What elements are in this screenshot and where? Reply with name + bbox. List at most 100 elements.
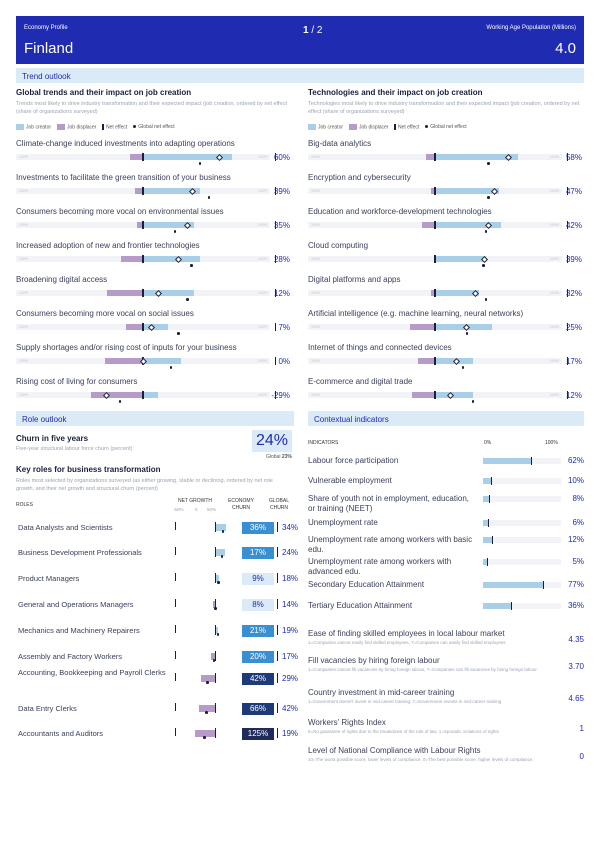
trend-track: 100% 100% — [308, 289, 562, 301]
scored-indicator-value: 3.70 — [568, 662, 584, 671]
net-effect-value: 0% — [278, 357, 290, 366]
pager-current: 1 — [303, 25, 309, 36]
key-roles-title: Key roles for business transformation — [16, 465, 161, 474]
zero-tick — [142, 153, 144, 161]
axis-right-label: 100% — [550, 256, 559, 261]
indicator-row: Share of youth not in employment, educat… — [308, 494, 584, 514]
creator-bar — [435, 290, 480, 296]
country-name: Finland — [24, 40, 74, 57]
global-churn-separator — [277, 703, 278, 713]
global-churn-value: 24% — [282, 548, 299, 557]
net-effect-value: 17% — [565, 357, 582, 366]
axis-right-label: 100% — [258, 392, 267, 397]
scored-indicator-scale: 10=The worst possible score, lower level… — [308, 757, 534, 762]
axis-right-label: 100% — [550, 392, 559, 397]
global-net-dot — [487, 196, 490, 199]
trend-row: Rising cost of living for consumers 100% 1… — [16, 377, 290, 409]
economy-churn-value: 125% — [242, 728, 274, 740]
indicator-value: 62% — [567, 456, 584, 465]
trend-label: Investments to facilitate the green tran… — [16, 173, 231, 182]
net-growth-zero — [215, 547, 216, 557]
value-separator — [567, 187, 568, 195]
global-net-dot — [118, 400, 122, 403]
net-effect-value: 12% — [565, 391, 582, 400]
displacer-bar — [107, 290, 143, 296]
displacer-bar — [426, 154, 435, 160]
economy-churn-value: 66% — [242, 703, 274, 715]
global-churn-value: 14% — [282, 600, 299, 609]
technologies-legend: Job creator Job displacer Net effect Glo… — [308, 124, 467, 130]
indicator-value: 5% — [572, 557, 584, 566]
trend-track: 100% 100% — [308, 357, 562, 369]
axis-left-label: 100% — [311, 154, 320, 159]
pager: 1 / 2 — [303, 25, 322, 36]
trend-row: Big-data analytics 100% 100% 58% — [308, 139, 582, 171]
trend-row: Consumers becoming more vocal on environ… — [16, 207, 290, 239]
axis-right-label: 100% — [550, 222, 559, 227]
net-growth-zero — [215, 703, 216, 713]
scored-indicator-label: Country investment in mid-career trainin… — [308, 688, 455, 697]
net-growth-dot — [212, 659, 216, 662]
net-growth-dot — [217, 581, 220, 584]
legend-net: Net effect — [394, 124, 419, 130]
global-churn-separator — [277, 728, 278, 738]
indicator-track — [483, 558, 561, 566]
technologies-title: Technologies and their impact on job cre… — [308, 88, 483, 97]
indicator-value: 10% — [567, 476, 584, 485]
scored-indicator-row: Country investment in mid-career trainin… — [308, 688, 584, 714]
axis-left-label: 100% — [19, 222, 28, 227]
indicator-value: 12% — [567, 535, 584, 544]
role-name: Business Development Professionals — [18, 548, 142, 557]
value-separator — [567, 323, 568, 331]
scored-indicator-label: Level of National Compliance with Labour… — [308, 746, 481, 755]
economy-churn-value: 20% — [242, 651, 274, 663]
indicator-fill — [483, 582, 544, 588]
axis-right-label: 100% — [550, 154, 559, 159]
net-growth-dot — [206, 681, 209, 684]
zero-tick — [142, 221, 144, 229]
pager-total: 2 — [316, 25, 323, 36]
global-net-dot — [177, 332, 180, 335]
axis-right-label: 100% — [550, 324, 559, 329]
indicator-label: Secondary Education Attainment — [308, 580, 425, 589]
zero-tick — [434, 323, 436, 331]
net-effect-value: 7% — [278, 323, 290, 332]
trend-row: Digital platforms and apps 100% 100% 32% — [308, 275, 582, 307]
axis-left-label: 100% — [311, 358, 320, 363]
trend-label: Climate-change induced investments into … — [16, 139, 235, 148]
net-growth-chart — [175, 547, 237, 559]
trend-label: Internet of things and connected devices — [308, 343, 452, 352]
trend-label: Rising cost of living for consumers — [16, 377, 138, 386]
displacer-bar — [418, 358, 435, 364]
global-net-dot — [186, 298, 189, 301]
churn-global-value: 23% — [281, 454, 292, 460]
net-growth-dot — [205, 711, 208, 714]
role-name: Data Entry Clerks — [18, 704, 77, 713]
role-name: Accounting, Bookkeeping and Payroll Cler… — [18, 668, 166, 677]
indicator-row: Tertiary Education Attainment 36% — [308, 601, 584, 621]
net-growth-chart — [175, 703, 237, 715]
axis-right-label: 100% — [550, 290, 559, 295]
global-net-dot — [487, 162, 490, 165]
axis-left-label: 100% — [19, 154, 28, 159]
net-growth-bar — [211, 653, 215, 660]
value-separator — [567, 357, 568, 365]
global-churn-separator — [277, 651, 278, 661]
legend-creator: Job creator — [16, 124, 51, 130]
displacer-bar — [409, 324, 435, 330]
net-growth-chart — [175, 651, 237, 663]
trend-row: Cloud computing 100% 100% 39% — [308, 241, 582, 273]
trend-label: Consumers becoming more vocal on environ… — [16, 207, 224, 216]
global-net-dot — [207, 196, 211, 199]
role-name: Assembly and Factory Workers — [18, 652, 123, 661]
trend-row: Increased adoption of new and frontier t… — [16, 241, 290, 273]
global-churn-separator — [277, 573, 278, 583]
trend-label: Supply shortages and/or rising cost of i… — [16, 343, 237, 352]
displacer-bar — [130, 154, 143, 160]
indicator-track — [483, 581, 561, 589]
role-row: Accounting, Bookkeeping and Payroll Cler… — [18, 668, 298, 693]
global-net-dot — [482, 264, 485, 267]
net-effect-value: 25% — [565, 323, 582, 332]
indicator-label: Labour force participation — [308, 456, 399, 465]
axis-right-label: 100% — [258, 358, 267, 363]
